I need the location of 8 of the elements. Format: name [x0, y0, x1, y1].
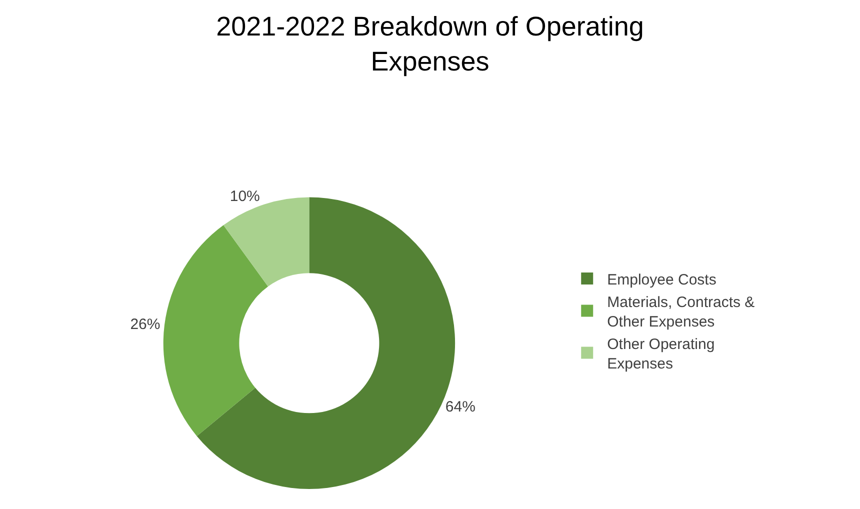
data-label: 64% — [445, 398, 476, 416]
donut-slice — [164, 225, 268, 436]
legend-label: Materials, Contracts & Other Expenses — [607, 294, 755, 330]
legend-label: Employee Costs — [607, 271, 716, 288]
chart-title: 2021-2022 Breakdown of Operating Expenses — [216, 12, 644, 77]
data-label: 10% — [230, 188, 260, 206]
legend-label: Other Operating Expenses — [607, 336, 715, 372]
data-label: 26% — [130, 316, 160, 334]
